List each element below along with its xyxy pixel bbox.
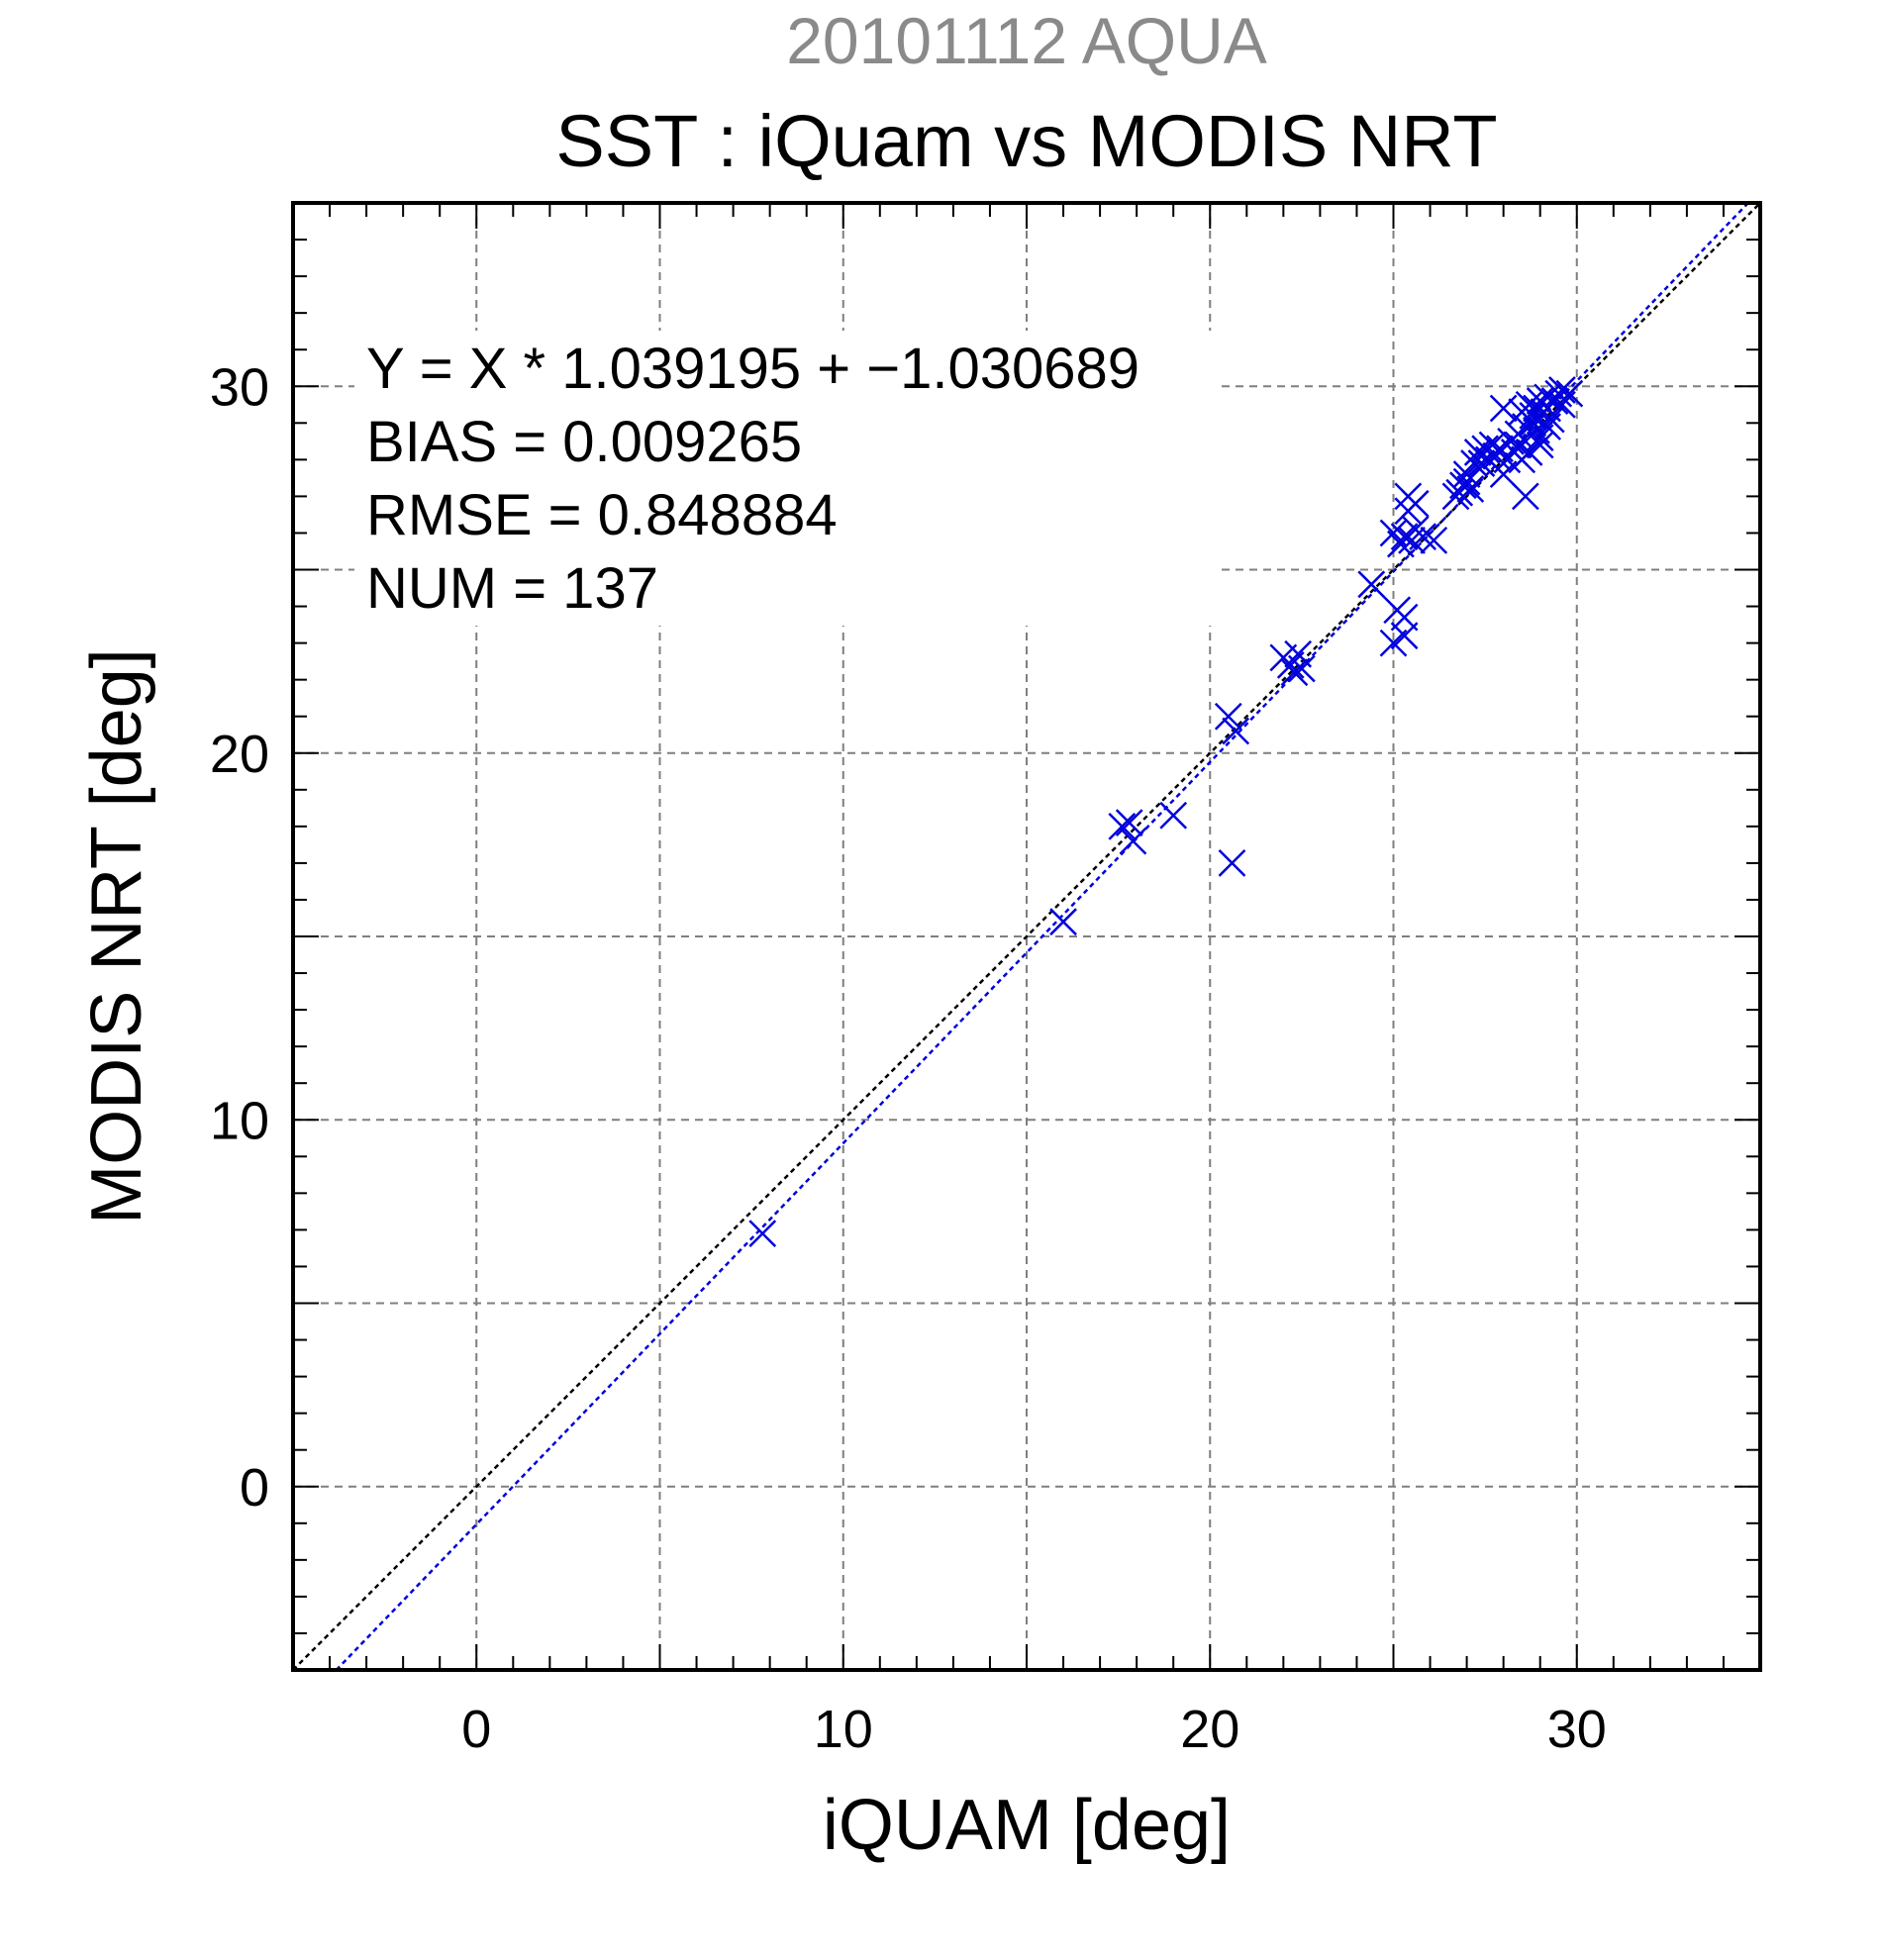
y-tick-label: 10 (210, 1091, 269, 1150)
data-point-stroke (1511, 482, 1539, 511)
data-point-stroke (1441, 482, 1470, 511)
y-tick-labels: 0 10 20 30 (210, 357, 269, 1518)
data-point (1493, 445, 1522, 474)
data-point-stroke (1452, 467, 1481, 496)
grid-lines (293, 203, 1760, 1670)
stats-box: Y = X * 1.039195 + −1.030689 BIAS = 0.00… (354, 331, 1216, 626)
data-point-stroke (1379, 519, 1408, 547)
y-tick-label: 20 (210, 725, 269, 784)
data-point-stroke (1519, 402, 1547, 430)
data-point-stroke (1504, 431, 1533, 459)
data-point-stroke (1287, 654, 1316, 683)
data-point (1287, 654, 1316, 683)
data-point (1159, 801, 1188, 830)
data-point (1489, 394, 1518, 423)
data-point (1441, 482, 1470, 511)
data-point-stroke (1420, 526, 1448, 554)
data-point-stroke (1115, 809, 1143, 837)
data-points (748, 376, 1584, 1247)
data-point-stroke (1493, 445, 1522, 474)
x-tick-label: 0 (461, 1700, 491, 1759)
data-point (1534, 413, 1561, 441)
data-point (1218, 849, 1246, 877)
data-point (1108, 812, 1137, 840)
data-point (1398, 526, 1426, 554)
data-point-stroke (1284, 639, 1313, 668)
data-point (1357, 570, 1386, 599)
data-point (1390, 603, 1419, 632)
data-point (1222, 717, 1250, 745)
data-point-stroke (748, 1220, 777, 1247)
data-point-stroke (1398, 526, 1426, 554)
data-point (1467, 449, 1496, 477)
data-point-stroke (1159, 801, 1188, 830)
data-point-stroke (1222, 717, 1250, 745)
data-point (1515, 390, 1543, 419)
data-point-stroke (1357, 570, 1386, 599)
stats-fit-equation: Y = X * 1.039195 + −1.030689 (366, 337, 1139, 401)
data-point-stroke (1463, 439, 1492, 466)
data-point-stroke (1523, 394, 1550, 423)
data-point (1214, 702, 1242, 731)
data-point (1526, 431, 1554, 459)
data-point (1049, 908, 1077, 936)
data-point (1548, 376, 1576, 404)
plot-frame (291, 201, 1762, 1672)
data-point-stroke (1280, 658, 1309, 687)
data-point (1536, 405, 1565, 434)
x-axis-label: iQUAM [deg] (823, 1786, 1231, 1865)
data-point-stroke (1467, 449, 1496, 477)
data-point (1460, 449, 1488, 477)
data-point-stroke (1456, 475, 1485, 503)
data-point-stroke (1409, 523, 1437, 551)
data-point-stroke (1526, 431, 1554, 459)
data-point-stroke (1049, 908, 1077, 936)
stats-rmse: RMSE = 0.848884 (366, 483, 838, 547)
stats-bias: BIAS = 0.009265 (366, 410, 802, 474)
data-point-stroke (1108, 812, 1137, 840)
data-point (748, 1220, 777, 1247)
data-point-stroke (1515, 390, 1543, 419)
data-point-stroke (1394, 497, 1423, 526)
x-tick-label: 20 (1180, 1700, 1239, 1759)
y-tick-label: 0 (240, 1458, 269, 1518)
data-point (1511, 482, 1539, 511)
data-point (1420, 526, 1448, 554)
data-point-stroke (1214, 702, 1242, 731)
stats-count: NUM = 137 (366, 556, 658, 621)
data-point-stroke (1548, 376, 1576, 404)
data-point (1452, 467, 1481, 496)
data-point (1523, 394, 1550, 423)
x-tick-label: 30 (1547, 1700, 1607, 1759)
data-point (1555, 379, 1584, 408)
data-point-stroke (1486, 435, 1514, 463)
data-point (1394, 497, 1423, 526)
data-point-stroke (1460, 449, 1488, 477)
data-point-stroke (1218, 849, 1246, 877)
data-point (1409, 523, 1437, 551)
data-point-stroke (1119, 827, 1147, 855)
data-point (1280, 658, 1309, 687)
stats-box-background (354, 331, 1216, 626)
chart-supertitle: 20101112 AQUA (786, 4, 1267, 77)
data-point-stroke (1536, 405, 1565, 434)
data-point-stroke (1534, 413, 1561, 441)
data-point-stroke (1555, 379, 1584, 408)
data-point-stroke (1508, 445, 1536, 474)
chart-title: SST : iQuam vs MODIS NRT (555, 100, 1497, 182)
x-tick-label: 10 (814, 1700, 873, 1759)
data-point (1119, 827, 1147, 855)
y-tick-label: 30 (210, 357, 269, 417)
y-axis-label: MODIS NRT [deg] (77, 648, 156, 1225)
data-point-stroke (1489, 394, 1518, 423)
data-point (1115, 809, 1143, 837)
x-tick-labels: 0 10 20 30 (461, 1700, 1607, 1759)
data-point (1508, 445, 1536, 474)
data-point-stroke (1390, 603, 1419, 632)
